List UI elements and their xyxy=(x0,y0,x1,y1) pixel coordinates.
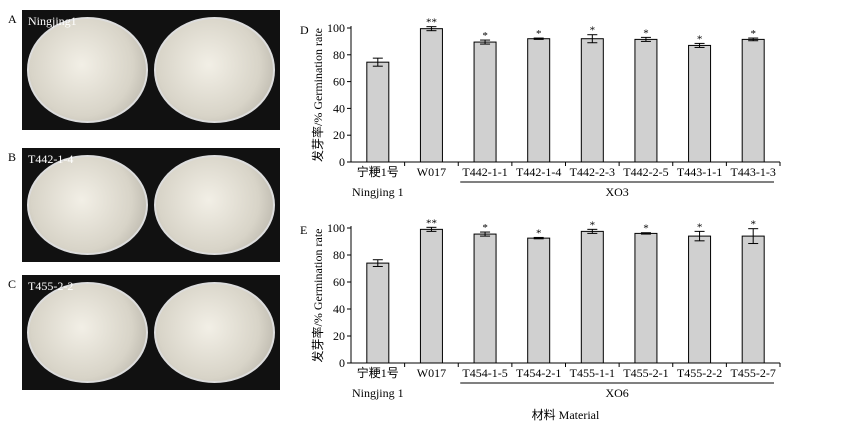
significance-marker: * xyxy=(590,25,596,37)
significance-marker: * xyxy=(482,30,488,42)
x-tick-label: T455-2-7 xyxy=(731,366,776,380)
x-tick-label: W017 xyxy=(417,165,446,179)
panel-letter-c: C xyxy=(8,277,17,291)
photo-caption: Ningjing1 xyxy=(28,14,77,28)
x-tick-label: T455-1-1 xyxy=(570,366,615,380)
x-tick-label: T442-2-5 xyxy=(623,165,668,179)
photo-t455-2-2: T455-2-2 xyxy=(22,275,280,390)
bar-T455-2-2 xyxy=(688,235,712,364)
x-tick-label: T442-2-3 xyxy=(570,165,615,179)
group-label: XO6 xyxy=(605,386,628,400)
photo-caption: T455-2-2 xyxy=(28,279,74,293)
y-axis-label: 发芽率/% Germination rate xyxy=(310,28,325,162)
significance-marker: * xyxy=(697,33,703,45)
x-tick-label: T454-2-1 xyxy=(516,366,561,380)
photo-caption: T442-1-4 xyxy=(28,152,74,166)
significance-marker: * xyxy=(750,28,756,40)
x-tick-label: T442-1-4 xyxy=(516,165,561,179)
x-tick-label: T442-1-1 xyxy=(462,165,507,179)
bar-W017 xyxy=(419,228,443,364)
x-tick-label: T455-2-2 xyxy=(677,366,722,380)
significance-marker: * xyxy=(643,223,649,235)
x-tick-label: T443-1-3 xyxy=(731,165,776,179)
sub-label: Ningjing 1 xyxy=(352,185,404,199)
significance-marker: ** xyxy=(426,217,437,229)
y-tick-label: 40 xyxy=(333,302,345,316)
photo-t442-1-4: T442-1-4 xyxy=(22,148,280,262)
y-tick-label: 80 xyxy=(333,248,345,262)
bar-T443-1-3 xyxy=(741,38,765,163)
bar-T455-2-1 xyxy=(634,232,658,364)
y-tick-label: 0 xyxy=(339,155,345,169)
bar-T455-1-1 xyxy=(580,230,604,364)
x-tick-label: T443-1-1 xyxy=(677,165,722,179)
y-tick-label: 100 xyxy=(327,221,345,235)
photo-ningjing1: Ningjing1 xyxy=(22,10,280,130)
x-tick-label: 宁粳1号 xyxy=(357,365,399,380)
bar-T454-2-1 xyxy=(527,237,551,364)
bar-W017 xyxy=(419,28,443,163)
significance-marker: * xyxy=(750,219,756,231)
significance-marker: * xyxy=(697,221,703,233)
y-axis-label: 发芽率/% Germination rate xyxy=(310,229,325,363)
bar-T442-1-4 xyxy=(527,38,551,163)
bar-T442-2-3 xyxy=(580,38,604,163)
y-tick-label: 60 xyxy=(333,75,345,89)
bar-T454-1-5 xyxy=(473,233,497,364)
bar-T443-1-1 xyxy=(688,44,712,163)
y-tick-label: 100 xyxy=(327,21,345,35)
panel-letter-e: E xyxy=(300,223,307,237)
panel-letter-d: D xyxy=(300,23,309,37)
y-tick-label: 60 xyxy=(333,275,345,289)
y-tick-label: 0 xyxy=(339,356,345,370)
bar-T442-2-5 xyxy=(634,38,658,163)
bar-T442-1-1 xyxy=(473,41,497,163)
significance-marker: ** xyxy=(426,17,437,29)
x-tick-label: T455-2-1 xyxy=(623,366,668,380)
bar-宁粳1号 xyxy=(366,61,390,163)
bar-宁粳1号 xyxy=(366,262,390,364)
significance-marker: * xyxy=(590,219,596,231)
x-tick-label: T454-1-5 xyxy=(462,366,507,380)
y-tick-label: 20 xyxy=(333,329,345,343)
y-tick-label: 20 xyxy=(333,128,345,142)
sub-label: Ningjing 1 xyxy=(352,386,404,400)
significance-marker: * xyxy=(536,227,542,239)
bar-T455-2-7 xyxy=(741,235,765,364)
x-tick-label: W017 xyxy=(417,366,446,380)
significance-marker: * xyxy=(536,28,542,40)
panel-letter-a: A xyxy=(8,12,17,26)
significance-marker: * xyxy=(482,222,488,234)
x-tick-label: 宁粳1号 xyxy=(357,164,399,179)
x-axis-label: 材料 Material xyxy=(532,408,600,421)
panel-letter-b: B xyxy=(8,150,17,164)
significance-marker: * xyxy=(643,27,649,39)
group-label: XO3 xyxy=(605,185,628,199)
y-tick-label: 40 xyxy=(333,101,345,115)
y-tick-label: 80 xyxy=(333,48,345,62)
